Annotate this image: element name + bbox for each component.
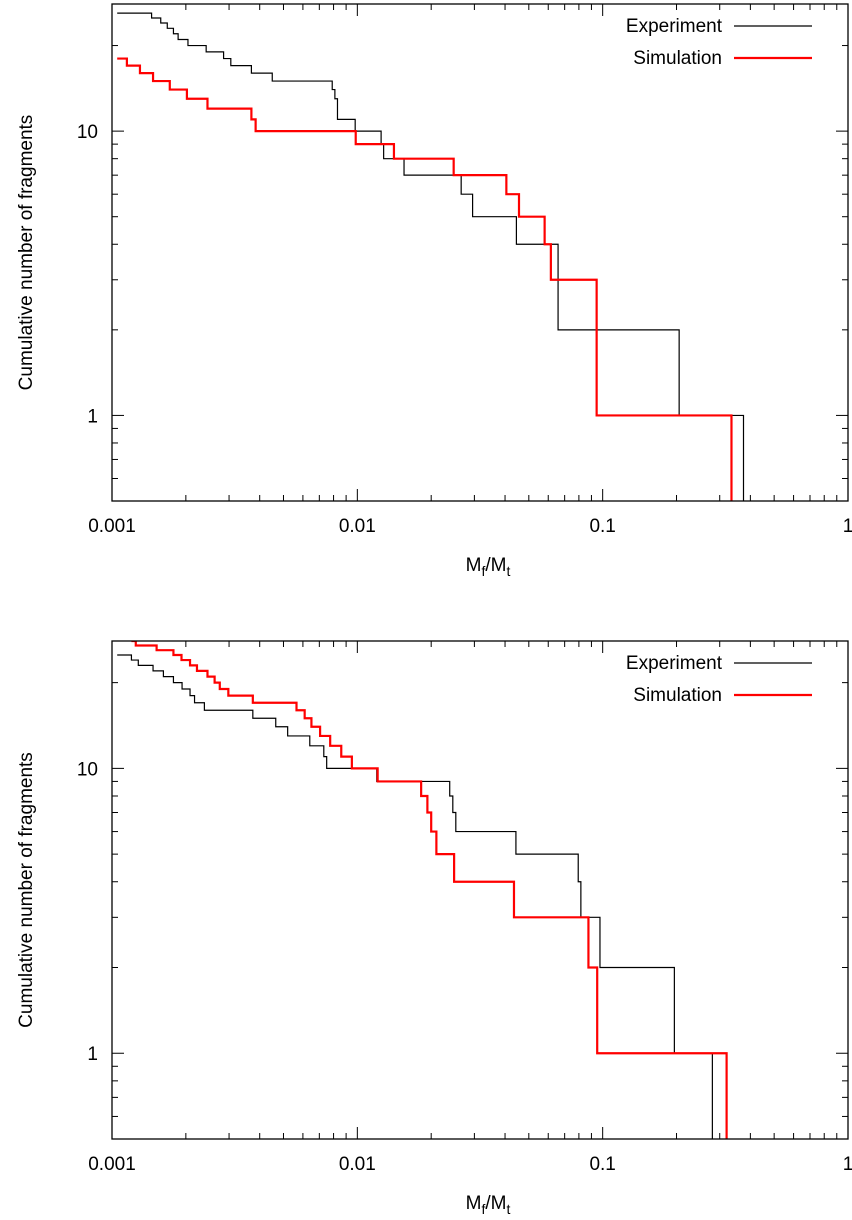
legend-label-experiment: Experiment (626, 653, 723, 674)
y-tick-label: 10 (77, 122, 98, 143)
y-tick-label: 10 (77, 759, 98, 780)
series-line-experiment (117, 12, 745, 501)
y-tick-label: 1 (87, 406, 98, 427)
x-tick-label: 0.01 (339, 516, 376, 537)
x-tick-label: 0.01 (339, 1154, 376, 1175)
series-line-simulation (131, 641, 728, 1139)
x-tick-label: 1 (843, 1154, 852, 1175)
series-line-simulation (117, 57, 733, 501)
y-axis-label: Cumulative number of fragments (16, 115, 37, 391)
x-tick-label: 0.001 (88, 516, 136, 537)
x-tick-label: 0.1 (589, 1154, 615, 1175)
legend-label-simulation: Simulation (633, 48, 722, 69)
plot-frame (111, 640, 849, 1140)
x-tick-label: 0.1 (589, 516, 615, 537)
legend-label-experiment: Experiment (626, 16, 723, 37)
x-tick-label: 0.001 (88, 1154, 136, 1175)
x-tick-label: 1 (843, 516, 852, 537)
chart-1: 0.001 0.01 0.1 1 1 10 Experiment Simulation Mf/M… (16, 3, 852, 579)
plot-frame (111, 3, 849, 502)
x-axis-label: Mf/Mt (466, 1193, 511, 1217)
y-tick-label: 1 (87, 1044, 98, 1065)
series-line-experiment (117, 654, 713, 1139)
chart-2: 0.001 0.01 0.1 1 1 10 Experiment Simulation Mf/M… (16, 640, 852, 1217)
legend-label-simulation: Simulation (633, 685, 722, 706)
y-axis-label: Cumulative number of fragments (16, 752, 37, 1028)
x-axis-label: Mf/Mt (466, 555, 511, 579)
